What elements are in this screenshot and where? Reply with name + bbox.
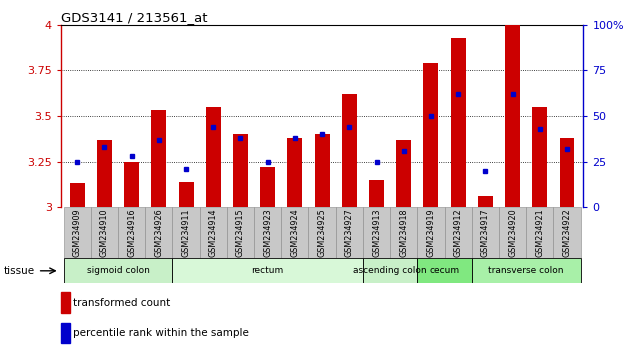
Bar (124, 161, 139, 207)
Text: GSM234925: GSM234925 (317, 209, 327, 257)
Bar (206, 107, 221, 207)
Bar (424, 63, 438, 207)
Bar (526, 207, 553, 258)
Bar (308, 207, 336, 258)
Text: GDS3141 / 213561_at: GDS3141 / 213561_at (61, 11, 208, 24)
Text: sigmoid colon: sigmoid colon (87, 266, 149, 275)
Bar (61, 323, 70, 343)
Bar (63, 207, 91, 258)
Text: rectum: rectum (251, 266, 284, 275)
Bar (97, 139, 112, 207)
Bar (91, 207, 118, 258)
Text: ascending colon: ascending colon (353, 266, 427, 275)
Bar (61, 292, 70, 313)
Text: transverse colon: transverse colon (488, 266, 564, 275)
Bar (505, 25, 520, 207)
Bar (417, 207, 445, 258)
Bar (532, 107, 547, 207)
Text: GSM234918: GSM234918 (399, 209, 408, 257)
Text: GSM234922: GSM234922 (563, 209, 572, 257)
Bar (499, 207, 526, 258)
Bar (451, 38, 465, 207)
Bar (342, 94, 357, 207)
Bar (254, 207, 281, 258)
Bar (445, 207, 472, 258)
Bar (417, 258, 472, 283)
Text: GSM234923: GSM234923 (263, 209, 272, 257)
Bar (472, 258, 581, 283)
Text: tissue: tissue (3, 266, 35, 276)
Bar (227, 207, 254, 258)
Bar (336, 207, 363, 258)
Text: GSM234913: GSM234913 (372, 209, 381, 257)
Bar (179, 182, 194, 207)
Text: GSM234915: GSM234915 (236, 209, 245, 257)
Text: percentile rank within the sample: percentile rank within the sample (73, 328, 249, 338)
Bar (390, 207, 417, 258)
Text: GSM234919: GSM234919 (426, 209, 435, 257)
Bar (560, 138, 574, 207)
Bar (146, 207, 172, 258)
Bar (553, 207, 581, 258)
Bar (233, 134, 248, 207)
Bar (70, 183, 85, 207)
Bar (363, 258, 417, 283)
Text: GSM234916: GSM234916 (127, 209, 136, 257)
Bar (281, 207, 308, 258)
Text: transformed count: transformed count (73, 298, 170, 308)
Bar (287, 138, 303, 207)
Text: GSM234910: GSM234910 (100, 209, 109, 257)
Bar (199, 207, 227, 258)
Bar (396, 139, 412, 207)
Bar (172, 207, 199, 258)
Bar (478, 196, 493, 207)
Text: GSM234920: GSM234920 (508, 209, 517, 257)
Bar (472, 207, 499, 258)
Text: GSM234912: GSM234912 (454, 209, 463, 257)
Text: GSM234909: GSM234909 (72, 209, 81, 257)
Text: GSM234917: GSM234917 (481, 209, 490, 257)
Bar (63, 258, 172, 283)
Text: GSM234921: GSM234921 (535, 209, 544, 257)
Bar (363, 207, 390, 258)
Bar (118, 207, 146, 258)
Bar (260, 167, 275, 207)
Text: GSM234911: GSM234911 (181, 209, 190, 257)
Text: cecum: cecum (429, 266, 460, 275)
Bar (369, 180, 384, 207)
Text: GSM234914: GSM234914 (209, 209, 218, 257)
Bar (315, 134, 329, 207)
Bar (151, 110, 166, 207)
Text: GSM234926: GSM234926 (154, 209, 163, 257)
Bar (172, 258, 363, 283)
Text: GSM234924: GSM234924 (290, 209, 299, 257)
Text: GSM234927: GSM234927 (345, 209, 354, 257)
